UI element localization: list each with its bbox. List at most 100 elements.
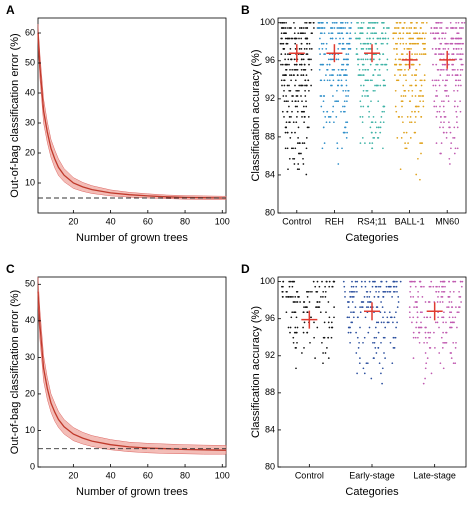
data-point <box>370 21 372 24</box>
data-point <box>292 157 294 160</box>
data-point <box>457 37 460 40</box>
data-point <box>454 68 456 71</box>
data-point <box>453 137 456 139</box>
data-point <box>420 84 423 87</box>
data-point <box>284 53 287 55</box>
data-point <box>288 105 290 108</box>
data-point <box>402 121 404 124</box>
data-point <box>440 152 442 155</box>
data-point <box>442 48 445 50</box>
data-point <box>367 42 370 45</box>
data-point <box>294 79 297 82</box>
data-point <box>308 42 311 45</box>
data-point <box>414 301 417 303</box>
data-point <box>358 341 360 344</box>
scatter-group-1 <box>342 280 402 385</box>
data-point <box>359 306 361 308</box>
data-point <box>292 280 295 283</box>
data-point <box>366 27 369 29</box>
data-point <box>407 48 410 50</box>
data-point <box>439 74 442 76</box>
data-point <box>363 336 366 339</box>
data-point <box>395 21 398 24</box>
data-point <box>451 53 453 55</box>
data-point <box>377 126 380 129</box>
data-point <box>425 21 428 24</box>
data-point <box>377 74 379 76</box>
data-point <box>319 311 322 314</box>
data-point <box>361 121 364 124</box>
data-point <box>449 21 452 24</box>
data-point <box>447 95 450 97</box>
data-point <box>289 137 292 139</box>
data-point <box>301 116 303 118</box>
data-point <box>280 63 282 66</box>
data-point <box>396 137 399 139</box>
data-point <box>323 53 325 55</box>
data-point <box>304 89 306 92</box>
data-point <box>284 32 287 35</box>
data-point <box>391 362 394 365</box>
data-point <box>322 21 324 24</box>
data-point <box>349 290 351 293</box>
data-point <box>337 163 340 165</box>
data-point <box>382 121 385 124</box>
data-point <box>280 32 283 35</box>
confidence-band <box>37 23 227 200</box>
data-point <box>327 321 330 324</box>
data-point <box>450 301 453 303</box>
data-point <box>417 110 420 113</box>
data-point <box>450 42 452 45</box>
data-point <box>283 79 286 82</box>
data-point <box>353 290 356 293</box>
data-point <box>440 53 443 55</box>
data-point <box>408 37 411 40</box>
data-point <box>450 147 452 150</box>
data-point <box>432 32 435 35</box>
data-point <box>297 137 299 139</box>
data-point <box>370 32 372 35</box>
data-point <box>296 142 299 144</box>
data-point <box>371 147 374 150</box>
data-point <box>289 48 292 50</box>
data-point <box>394 74 396 76</box>
data-point <box>285 311 288 314</box>
data-point <box>344 58 346 61</box>
data-point <box>281 63 284 66</box>
data-point <box>427 331 430 334</box>
data-point <box>356 53 359 55</box>
data-point <box>384 84 387 87</box>
data-point <box>356 290 358 293</box>
data-point <box>298 168 300 171</box>
data-point <box>341 32 344 35</box>
data-point <box>286 110 289 113</box>
data-point <box>373 336 376 339</box>
data-point <box>373 296 376 298</box>
data-point <box>340 84 343 87</box>
data-point <box>349 27 352 29</box>
data-point <box>309 341 311 344</box>
data-point <box>305 27 307 29</box>
data-point <box>342 48 344 50</box>
category-label: RS4;11 <box>357 216 386 226</box>
data-point <box>334 100 336 103</box>
y-tick-label: 80 <box>265 207 275 217</box>
data-point <box>285 121 288 124</box>
data-point <box>296 116 298 118</box>
data-point <box>429 316 432 319</box>
data-point <box>414 336 417 339</box>
data-point <box>365 362 368 365</box>
y-tick-label: 20 <box>25 147 35 157</box>
data-point <box>416 37 419 40</box>
data-point <box>357 63 359 66</box>
data-point <box>447 100 450 103</box>
data-point <box>300 63 303 66</box>
data-point <box>420 79 423 82</box>
data-point <box>369 306 372 308</box>
data-point <box>341 63 343 66</box>
data-point <box>436 95 439 97</box>
data-point <box>434 84 437 87</box>
data-point <box>323 32 326 35</box>
data-point <box>383 84 385 87</box>
data-point <box>333 21 336 24</box>
